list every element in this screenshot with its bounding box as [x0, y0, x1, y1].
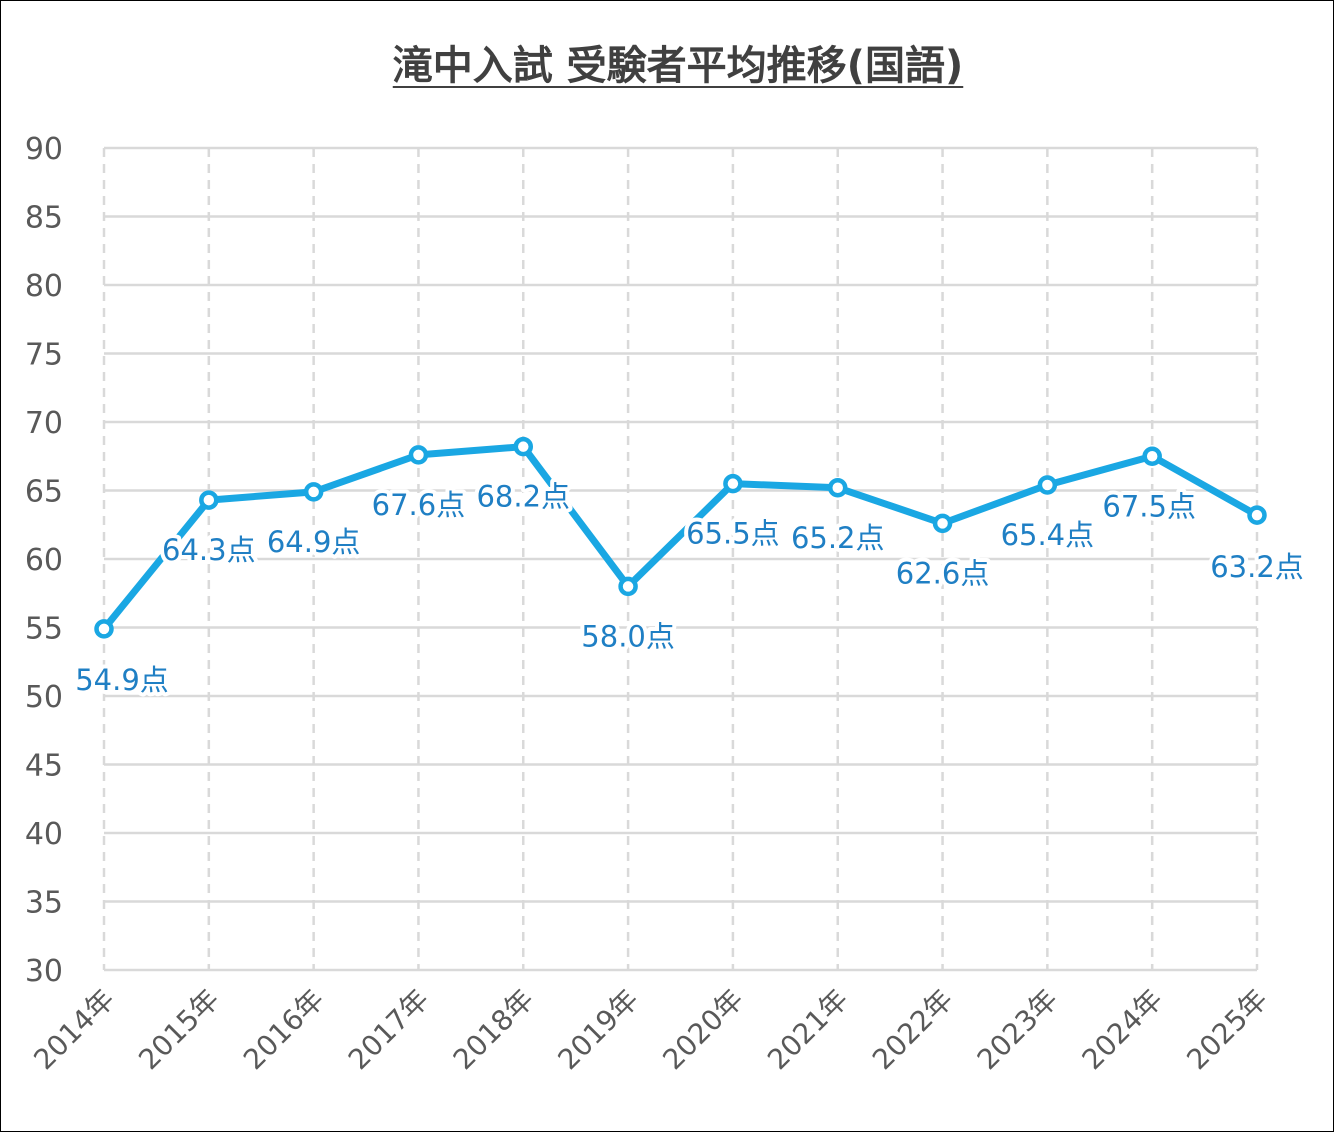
y-tick-label: 70: [25, 406, 63, 441]
x-tick-label: 2021年: [761, 983, 855, 1077]
y-gridlines: [104, 146, 1257, 972]
data-label: 67.6点: [372, 488, 466, 522]
x-tick-label: 2022年: [866, 983, 960, 1077]
data-label: 65.2点: [791, 521, 885, 555]
data-label: 54.9点: [75, 663, 169, 697]
x-tick-label: 2023年: [971, 983, 1065, 1077]
y-tick-label: 60: [25, 543, 63, 578]
data-label: 64.9点: [267, 525, 361, 559]
y-tick-label: 45: [25, 749, 63, 784]
data-labels: 54.9点 64.3点 64.9点 67.6点 68.2点 58.0点 65.5点 65.2点…: [71, 476, 1308, 701]
x-tick-label: 2020年: [656, 983, 750, 1077]
data-point: [303, 482, 324, 502]
data-point: [1142, 446, 1162, 466]
x-tick-label: 2024年: [1076, 983, 1170, 1077]
x-gridlines: [102, 148, 1259, 970]
y-tick-label: 80: [25, 269, 63, 304]
data-point: [723, 473, 743, 494]
x-tick-label: 2016年: [237, 983, 331, 1077]
data-point: [932, 513, 953, 534]
y-tick-label: 35: [25, 886, 63, 921]
y-axis-ticks: 30 35 40 45 50 55 60 65 70 75 80 85 90: [25, 132, 63, 989]
y-tick-label: 75: [25, 338, 63, 373]
x-tick-label: 2017年: [342, 983, 436, 1077]
data-point: [408, 445, 429, 465]
x-tick-label: 2014年: [27, 983, 121, 1077]
y-tick-label: 65: [25, 475, 63, 510]
y-tick-label: 90: [25, 132, 63, 167]
data-point: [513, 436, 534, 457]
data-point: [94, 619, 114, 639]
data-point: [1037, 475, 1058, 495]
data-label: 65.5点: [686, 517, 780, 551]
x-tick-label: 2025年: [1180, 983, 1274, 1077]
data-label: 62.6点: [896, 556, 990, 590]
data-point: [618, 576, 638, 597]
y-tick-label: 50: [25, 680, 63, 715]
x-tick-label: 2015年: [132, 983, 226, 1077]
x-tick-label: 2018年: [447, 983, 541, 1077]
y-tick-label: 55: [25, 612, 63, 647]
data-label: 63.2点: [1210, 550, 1304, 584]
chart-title: 滝中入試 受験者平均推移(国語): [393, 43, 964, 89]
series-line: [100, 443, 1261, 633]
data-label: 65.4点: [1001, 518, 1095, 552]
y-tick-label: 85: [25, 201, 63, 236]
data-label: 67.5点: [1102, 489, 1196, 523]
x-axis-ticks: 2014年 2015年 2016年 2017年 2018年 2019年 2020年 2021年…: [27, 983, 1274, 1077]
y-tick-label: 30: [25, 954, 63, 989]
series-layer: [94, 436, 1267, 639]
y-tick-label: 40: [25, 817, 63, 852]
data-label: 68.2点: [476, 480, 570, 514]
data-point: [199, 490, 219, 510]
data-point: [827, 478, 848, 498]
data-label: 64.3点: [162, 533, 256, 567]
data-label: 58.0点: [581, 619, 675, 653]
x-tick-label: 2019年: [552, 983, 646, 1077]
data-point: [1247, 505, 1267, 525]
